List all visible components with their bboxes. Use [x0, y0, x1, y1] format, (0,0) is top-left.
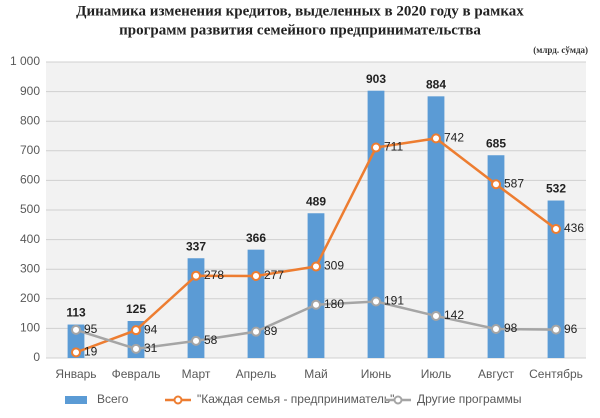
- bar: [427, 96, 445, 358]
- line-marker: [71, 347, 81, 358]
- y-tick-label: 400: [20, 232, 40, 246]
- line-value-label: 180: [324, 297, 344, 311]
- chart-title: Динамика изменения кредитов, выделенных …: [76, 3, 524, 19]
- bar-value-label: 125: [126, 302, 146, 316]
- line-value-label: 19: [84, 345, 98, 359]
- x-tick-label: Апрель: [236, 367, 277, 381]
- line-marker: [491, 179, 501, 190]
- x-tick-label: Март: [182, 367, 211, 381]
- y-tick-label: 800: [20, 113, 40, 127]
- line-value-label: 98: [504, 321, 518, 335]
- bar-value-label: 532: [546, 182, 566, 196]
- y-tick-label: 900: [20, 84, 40, 98]
- bar-value-label: 337: [186, 239, 206, 253]
- line-marker: [191, 270, 201, 281]
- line-value-label: 58: [204, 333, 218, 347]
- bar-value-label: 489: [306, 194, 326, 208]
- y-tick-label: 200: [20, 291, 40, 305]
- line-value-label: 96: [564, 322, 578, 336]
- y-tick-label: 500: [20, 202, 40, 216]
- bar-value-label: 685: [486, 136, 506, 150]
- line-marker: [431, 310, 441, 321]
- legend-swatch: [173, 395, 183, 405]
- line-value-label: 587: [504, 176, 524, 190]
- line-marker: [71, 324, 81, 335]
- legend-label: Всего: [97, 392, 129, 406]
- x-tick-label: Август: [478, 367, 515, 381]
- line-marker: [551, 223, 561, 234]
- line-value-label: 142: [444, 308, 464, 322]
- line-marker: [491, 323, 501, 334]
- line-value-label: 711: [384, 140, 403, 154]
- bar: [247, 249, 265, 358]
- y-tick-label: 600: [20, 173, 40, 187]
- y-tick-label: 0: [33, 350, 40, 364]
- line-value-label: 742: [444, 131, 464, 145]
- x-tick-label: Июль: [421, 367, 452, 381]
- line-value-label: 191: [384, 294, 404, 308]
- line-marker: [371, 296, 381, 307]
- bar-value-label: 366: [246, 231, 266, 245]
- legend-label: "Каждая семья - предприниматель": [197, 392, 394, 406]
- line-value-label: 95: [84, 322, 98, 336]
- line-value-label: 309: [324, 259, 344, 273]
- legend-swatch: [393, 395, 403, 405]
- x-tick-label: Май: [304, 367, 328, 381]
- x-tick-label: Февраль: [112, 367, 161, 381]
- line-value-label: 31: [144, 341, 158, 355]
- bar-value-label: 903: [366, 72, 386, 86]
- bar: [187, 258, 205, 358]
- line-marker: [551, 324, 561, 335]
- line-marker: [251, 326, 261, 337]
- x-tick-label: Сентябрь: [529, 367, 583, 381]
- line-marker: [131, 343, 141, 354]
- line-value-label: 94: [144, 322, 158, 336]
- bar: [487, 155, 505, 358]
- bar-value-label: 884: [426, 78, 446, 92]
- bar: [367, 90, 385, 358]
- y-tick-label: 100: [20, 321, 40, 335]
- bar: [307, 213, 325, 358]
- bar-value-label: 113: [66, 306, 86, 320]
- line-value-label: 277: [264, 268, 284, 282]
- y-tick-label: 300: [20, 261, 40, 275]
- unit-label: (млрд. сўмда): [533, 45, 588, 55]
- line-marker: [191, 335, 201, 346]
- x-tick-label: Январь: [55, 367, 96, 381]
- y-tick-label: 1 000: [10, 54, 40, 68]
- line-marker: [371, 142, 381, 153]
- line-value-label: 436: [564, 221, 584, 235]
- legend-label: Другие программы: [417, 392, 521, 406]
- y-tick-label: 700: [20, 143, 40, 157]
- line-marker: [311, 261, 321, 272]
- line-marker: [251, 271, 261, 282]
- line-marker: [431, 133, 441, 144]
- line-marker: [311, 299, 321, 310]
- legend-swatch: [65, 396, 87, 404]
- line-marker: [131, 325, 141, 336]
- bar: [547, 200, 565, 358]
- x-tick-label: Июнь: [361, 367, 392, 381]
- line-value-label: 89: [264, 324, 278, 338]
- chart-title: программ развития семейного предпринимат…: [119, 22, 481, 38]
- line-value-label: 278: [204, 268, 224, 282]
